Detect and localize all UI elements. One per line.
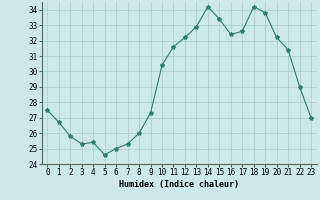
X-axis label: Humidex (Indice chaleur): Humidex (Indice chaleur) xyxy=(119,180,239,189)
